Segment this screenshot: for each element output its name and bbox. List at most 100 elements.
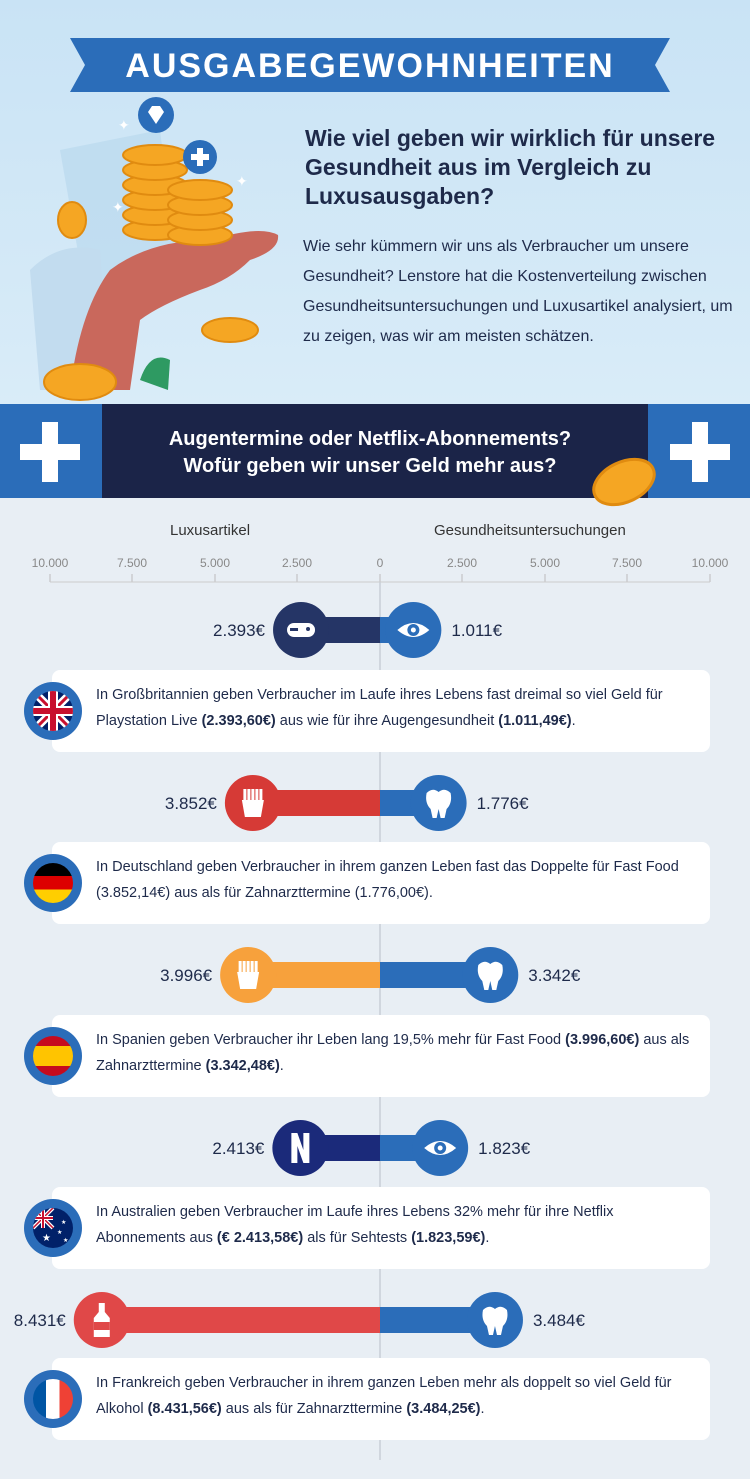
svg-text:★: ★ [42, 1233, 51, 1244]
card-amount: (8.431,56€) [147, 1401, 222, 1417]
section-title: Augentermine oder Netflix-Abonnements? W… [110, 426, 630, 480]
bottle-icon [93, 1303, 110, 1337]
value-label-luxury: 8.431€ [14, 1311, 67, 1330]
svg-text:✦: ✦ [112, 199, 124, 215]
card-text-part: als für Sehtests [303, 1230, 412, 1246]
value-label-health: 1.011€ [451, 621, 502, 640]
card-text-part: . [485, 1230, 490, 1246]
country-card [52, 1015, 710, 1097]
germany-flag-icon [33, 863, 73, 903]
svg-text:★: ★ [61, 1219, 66, 1226]
svg-text:✦: ✦ [118, 117, 130, 133]
intro-text: Wie sehr kümmern wir uns als Verbraucher… [303, 238, 733, 345]
value-label-health: 3.484€ [533, 1311, 586, 1330]
value-label-luxury: 3.852€ [165, 794, 218, 813]
chart-row: 8.431€ 3.484€ [14, 1292, 586, 1348]
svg-text:✦: ✦ [236, 173, 248, 189]
axis-tick-label: 10.000 [32, 556, 69, 570]
flag-badge [24, 1370, 82, 1428]
value-label-luxury: 3.996€ [160, 966, 213, 985]
axis-tick-label: 0 [377, 556, 384, 570]
section-banner: Augentermine oder Netflix-Abonnements? W… [0, 404, 750, 507]
medical-cross-icon [670, 422, 730, 482]
eye-icon [397, 623, 430, 637]
flag-badge [24, 682, 82, 740]
card-text-part: . [279, 1058, 284, 1074]
axis-tick-label: 5.000 [200, 556, 230, 570]
card-amount: (1.011,49€) [498, 713, 572, 729]
tooth-icon [426, 789, 452, 818]
section-title-line1: Augentermine oder Netflix-Abonnements? [168, 428, 572, 450]
axis-tick-label: 5.000 [530, 556, 560, 570]
axis-title-health: Gesundheitsuntersuchungen [434, 522, 626, 539]
svg-text:★: ★ [63, 1237, 68, 1244]
axis-tick-label: 2.500 [447, 556, 477, 570]
coin-icon [592, 457, 656, 507]
axis-tick-label: 10.000 [692, 556, 729, 570]
card-amount: (3.484,25€) [406, 1401, 481, 1417]
chart-row: 3.996€ 3.342€ [160, 947, 581, 1003]
card-amount: (1.823,59€) [411, 1230, 486, 1246]
netflix-icon [291, 1133, 310, 1163]
medical-cross-icon [20, 422, 80, 482]
card-amount: (2.393,60€) [201, 713, 276, 729]
card-amount: (€ 2.413,58€) [216, 1230, 304, 1246]
chart-row: 2.393€ 1.011€ [213, 602, 503, 658]
page-title: AUSGABEGEWOHNHEITEN [125, 47, 615, 85]
axis-tick-label: 7.500 [117, 556, 147, 570]
spain-flag-icon [33, 1036, 73, 1076]
headline: Wie viel geben wir wirklich für unsere G… [305, 125, 716, 209]
france-flag-icon [33, 1379, 73, 1419]
card-text-part: aus als für Zahnarzttermine [221, 1401, 407, 1417]
bar-luxury [101, 1307, 380, 1333]
value-label-health: 3.342€ [528, 966, 581, 985]
card-text: In Spanien geben Verbraucher ihr Leben l… [96, 1027, 706, 1079]
axis-title-luxury: Luxusartikel [170, 522, 251, 539]
value-label-health: 1.776€ [477, 794, 530, 813]
diverging-bar-chart: 10.000 7.500 5.000 2.500 0 2.500 5.000 7.500 10.… [14, 556, 729, 1460]
value-label-luxury: 2.393€ [213, 621, 266, 640]
fries-icon [241, 789, 264, 817]
card-text-part: In Frankreich geben Verbraucher in ihrem… [96, 1375, 672, 1417]
coins-hand-illustration: ✦ ✦ ✦ [30, 97, 279, 401]
card-text: In Frankreich geben Verbraucher in ihrem… [96, 1370, 706, 1422]
card-text-part: . [480, 1401, 485, 1417]
country-card [52, 1358, 710, 1440]
card-text-part: aus wie für ihre Augengesundheit [275, 713, 499, 729]
card-text-part: In Deutschland geben Verbraucher in ihre… [96, 859, 679, 901]
banner-side-left [0, 404, 102, 498]
card-amount: (3.342,48€) [205, 1058, 280, 1074]
axis-tick-label: 2.500 [282, 556, 312, 570]
card-text-part: In Australien geben Verbraucher im Laufe… [96, 1204, 614, 1246]
tooth-icon [482, 1306, 508, 1335]
card-text-part: aus als Zahnarzttermine [96, 1032, 690, 1074]
flag-badge [24, 854, 82, 912]
flag-badge [24, 1027, 82, 1085]
uk-flag-icon [33, 691, 73, 731]
card-text-part: . [571, 713, 576, 729]
card-text: In Großbritannien geben Verbraucher im L… [96, 682, 706, 734]
svg-text:★: ★ [57, 1229, 62, 1236]
header-section: AUSGABEGEWOHNHEITEN ✦ ✦ ✦ Wie viel geben… [0, 0, 750, 405]
country-card [52, 1187, 710, 1269]
card-text-part: In Spanien geben Verbraucher ihr Leben l… [96, 1032, 566, 1048]
tooth-icon [477, 961, 503, 990]
card-amount: (3.996,60€) [565, 1032, 640, 1048]
flag-badge: ★ ★ ★ ★ [24, 1199, 82, 1257]
title-ribbon [70, 38, 670, 92]
card-text-part: In Großbritannien geben Verbraucher im L… [96, 687, 663, 729]
value-label-luxury: 2.413€ [212, 1139, 265, 1158]
fries-icon [237, 961, 260, 989]
section-title-line2: Wofür geben wir unser Geld mehr aus? [183, 455, 557, 477]
card-text: In Australien geben Verbraucher im Laufe… [96, 1199, 706, 1251]
gamepad-icon [287, 623, 316, 637]
value-label-health: 1.823€ [478, 1139, 531, 1158]
banner-side-right [648, 404, 750, 498]
chart-row: 2.413€ 1.823€ [212, 1120, 531, 1176]
eye-icon [424, 1141, 457, 1155]
card-text: In Deutschland geben Verbraucher in ihre… [96, 854, 706, 906]
australia-flag-icon: ★ ★ ★ ★ [33, 1208, 73, 1248]
chart-row: 3.852€ 1.776€ [165, 775, 529, 831]
axis-tick-label: 7.500 [612, 556, 642, 570]
country-card [52, 842, 710, 924]
